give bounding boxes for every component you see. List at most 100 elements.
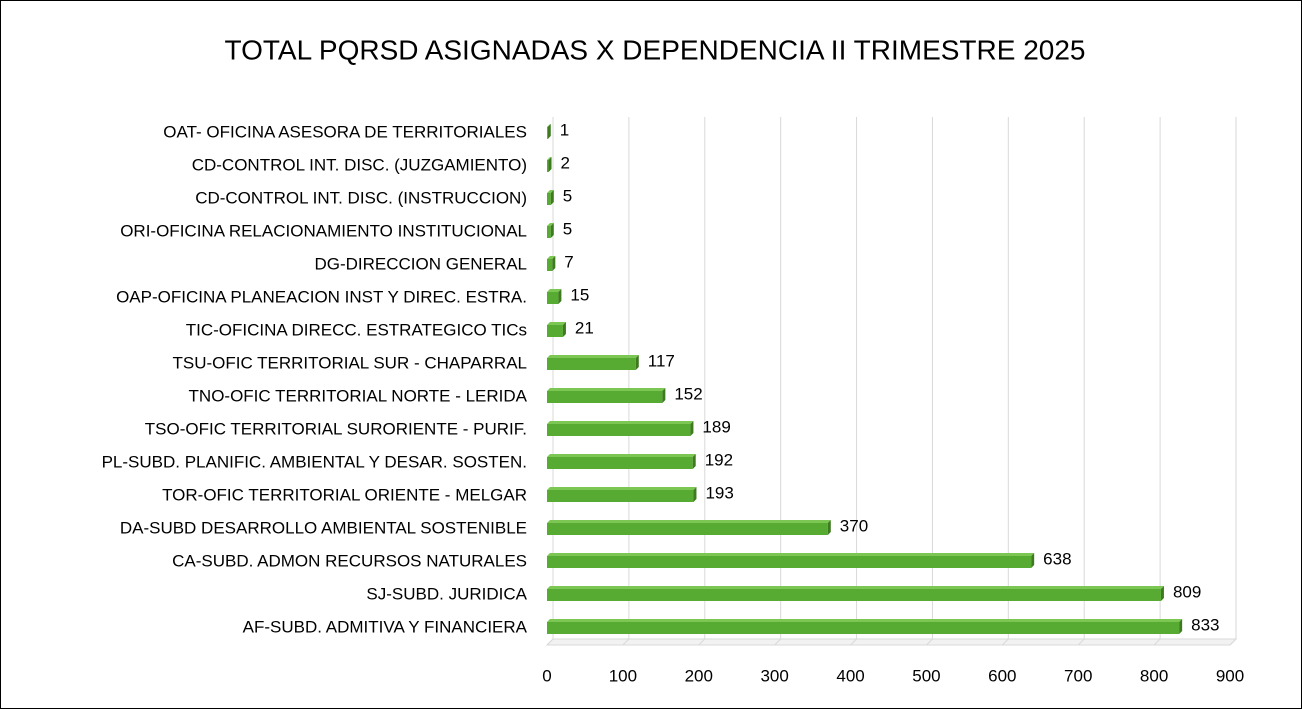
bar (547, 292, 559, 304)
bar-side (1160, 586, 1164, 601)
y-tick-label: TIC-OFICINA DIRECC. ESTRATEGICO TICs (186, 320, 527, 339)
x-tick-label: 400 (836, 666, 864, 685)
y-tick-label: DG-DIRECCION GENERAL (314, 254, 527, 273)
x-tick-label: 100 (609, 666, 637, 685)
value-label: 193 (705, 483, 733, 502)
bar-top (547, 190, 554, 193)
bar-top (547, 553, 1035, 556)
value-label: 370 (840, 516, 868, 535)
bar-top (547, 124, 551, 127)
bar (547, 523, 828, 535)
y-tick-label: CA-SUBD. ADMON RECURSOS NATURALES (172, 551, 527, 570)
y-tick-label: PL-SUBD. PLANIFIC. AMBIENTAL Y DESAR. SO… (102, 452, 527, 471)
value-label: 189 (702, 417, 730, 436)
chart-title: TOTAL PQRSD ASIGNADAS X DEPENDENCIA II T… (225, 34, 1086, 65)
bar-top (547, 157, 552, 160)
bar (547, 259, 553, 271)
bar-side (548, 157, 552, 172)
grid-floor-line (1001, 638, 1009, 646)
bar (547, 358, 636, 370)
bar-top (547, 619, 1183, 622)
bar-top (547, 355, 639, 358)
value-label: 809 (1173, 582, 1201, 601)
bar-top (547, 289, 562, 292)
bar-top (547, 223, 554, 226)
x-tick-label: 900 (1216, 666, 1244, 685)
bar-top (547, 520, 831, 523)
y-tick-label: CD-CONTROL INT. DISC. (JUZGAMIENTO) (192, 155, 527, 174)
bar-top (547, 586, 1164, 589)
bar (547, 193, 551, 205)
bar-top (547, 388, 666, 391)
bar-side (550, 223, 554, 238)
bar-side (547, 124, 551, 139)
value-label: 2 (561, 153, 570, 172)
value-label: 21 (575, 318, 594, 337)
bar (547, 556, 1032, 568)
bar-side (562, 322, 566, 337)
y-tick-label: ORI-OFICINA RELACIONAMIENTO INSTITUCIONA… (120, 221, 527, 240)
bar (547, 424, 691, 436)
y-tick-label: OAP-OFICINA PLANEACION INST Y DIREC. EST… (116, 287, 527, 306)
bar-side (1031, 553, 1035, 568)
y-tick-label: OAT- OFICINA ASESORA DE TERRITORIALES (163, 122, 527, 141)
bar-side (662, 388, 666, 403)
y-tick-label: TSU-OFIC TERRITORIAL SUR - CHAPARRAL (172, 353, 527, 372)
bar (547, 325, 563, 337)
value-label: 638 (1043, 549, 1071, 568)
grid-floor-line (926, 638, 933, 646)
y-tick-label: CD-CONTROL INT. DISC. (INSTRUCCION) (195, 188, 527, 207)
grid-floor-line (1229, 638, 1237, 646)
value-label: 117 (648, 351, 675, 370)
bar-side (1179, 619, 1183, 634)
bar-side (827, 520, 831, 535)
bar-top (547, 487, 697, 490)
bar-top (547, 322, 566, 325)
bar-side (693, 487, 697, 502)
value-label: 152 (674, 384, 702, 403)
grid-floor-line (698, 638, 706, 646)
x-tick-label: 800 (1140, 666, 1168, 685)
bar (547, 127, 548, 139)
grid-floor-line (850, 638, 857, 646)
bar (547, 226, 551, 238)
value-label: 5 (563, 186, 572, 205)
grid-floor-line (1077, 638, 1085, 646)
bar-side (692, 454, 696, 469)
y-tick-label: TOR-OFIC TERRITORIAL ORIENTE - MELGAR (162, 485, 527, 504)
value-label: 5 (563, 219, 572, 238)
bar-top (547, 256, 556, 259)
value-label: 192 (705, 450, 733, 469)
grid-floor-line (774, 638, 782, 646)
x-tick-label: 700 (1064, 666, 1092, 685)
y-tick-label: TNO-OFIC TERRITORIAL NORTE - LERIDA (189, 386, 528, 405)
x-tick-label: 200 (685, 666, 713, 685)
bar-side (558, 289, 562, 304)
bar (547, 622, 1180, 634)
x-tick-label: 600 (988, 666, 1016, 685)
grid-floor-line (1153, 638, 1161, 646)
value-label: 7 (564, 252, 573, 271)
bar-side (552, 256, 556, 271)
grid-floor-line (546, 638, 554, 646)
plot-floor (545, 638, 1238, 646)
y-tick-label: SJ-SUBD. JURIDICA (366, 584, 527, 603)
value-label: 1 (560, 120, 569, 139)
bar-side (690, 421, 694, 436)
y-tick-label: AF-SUBD. ADMITIVA Y FINANCIERA (243, 617, 528, 636)
grid-floor-line (622, 638, 630, 646)
bar (547, 457, 693, 469)
bar-top (547, 421, 694, 424)
y-tick-label: TSO-OFIC TERRITORIAL SURORIENTE - PURIF. (145, 419, 527, 438)
x-tick-label: 300 (760, 666, 788, 685)
bar (547, 490, 694, 502)
bar-side (550, 190, 554, 205)
bar (547, 391, 663, 403)
bar (547, 160, 549, 172)
y-tick-label: DA-SUBD DESARROLLO AMBIENTAL SOSTENIBLE (120, 518, 527, 537)
value-label: 15 (570, 285, 589, 304)
bar-side (635, 355, 639, 370)
x-tick-label: 500 (912, 666, 940, 685)
value-label: 833 (1191, 615, 1219, 634)
